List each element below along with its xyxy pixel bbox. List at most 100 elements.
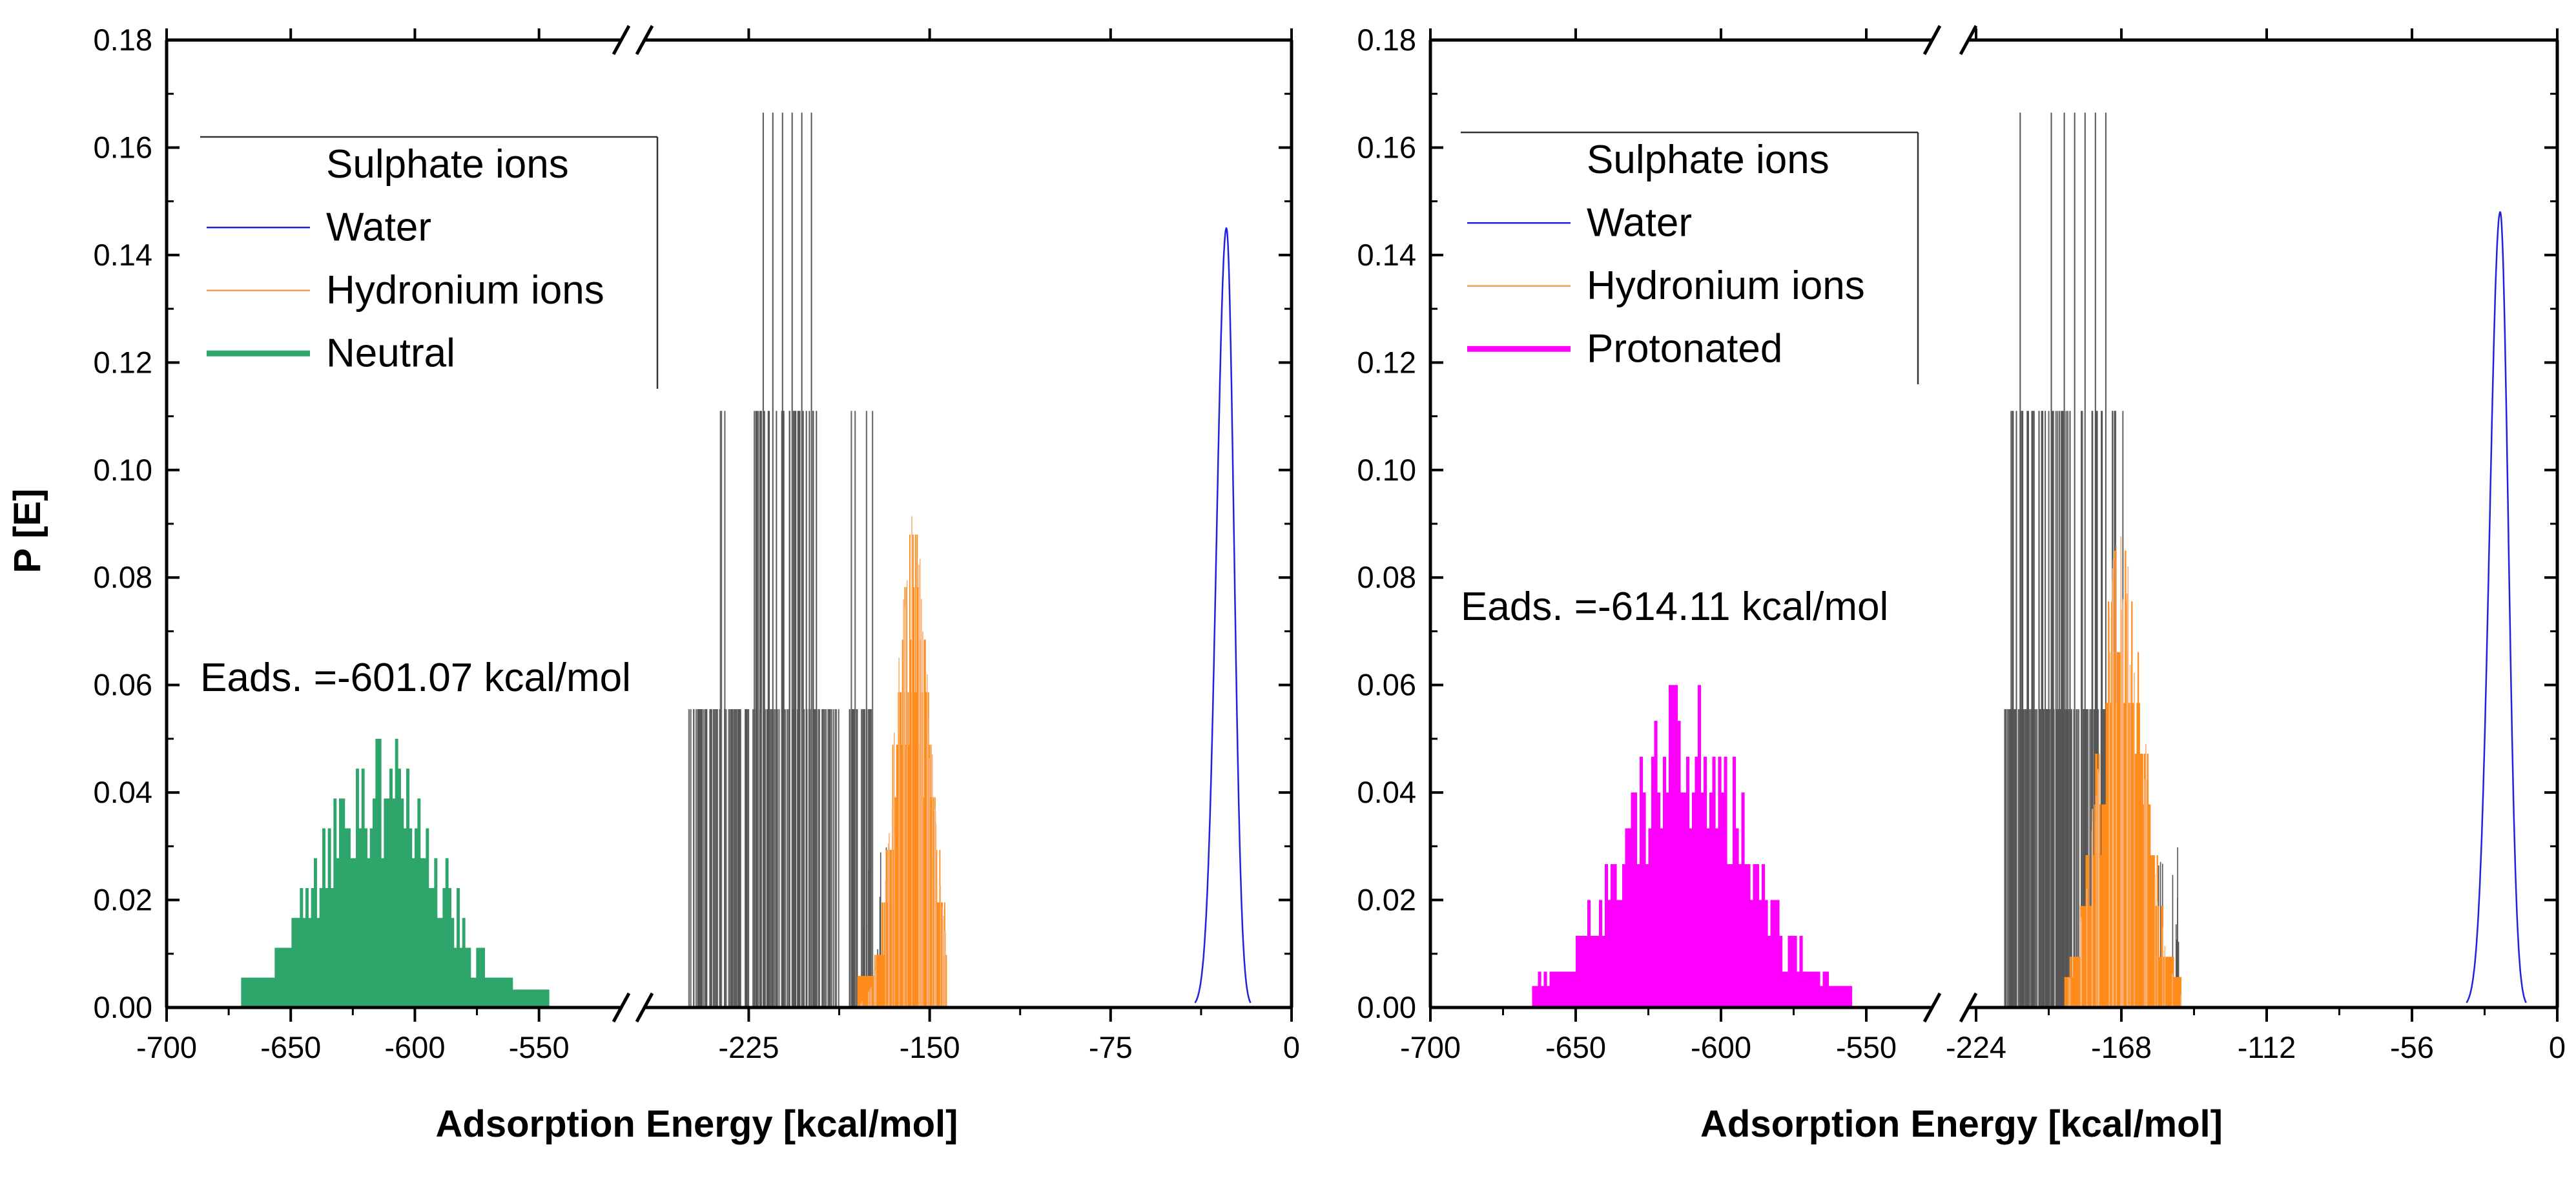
histogram-bar [1567,971,1571,1008]
histogram-bar [2141,754,2143,1008]
histogram-bar [1793,936,1797,1008]
histogram-bar [2094,804,2096,1008]
histogram-bar [434,858,438,1008]
histogram-bar [923,797,925,1008]
histogram-bar [331,888,334,1008]
axis-break-mark [635,992,654,1023]
histogram-bar [409,828,413,1008]
histogram-bar [535,989,539,1008]
histogram-bar [2087,855,2090,1008]
histogram-bar [493,977,497,1008]
histogram-bar [529,989,533,1008]
histogram-bar [308,918,312,1008]
histogram-bar [2148,804,2150,1008]
histogram-bar [1599,900,1603,1008]
histogram-bar [1625,828,1629,1008]
histogram-bar [431,888,435,1008]
histogram-bar [879,955,881,1008]
histogram-bar [2179,976,2181,1008]
histogram-bar [1764,900,1768,1008]
histogram-bar [2165,956,2167,1008]
histogram-bar [2117,652,2119,1008]
histogram-bar [2136,703,2138,1008]
histogram-bar [1611,864,1614,1008]
histogram-bar [2134,754,2136,1008]
x-tick-label: -56 [2390,1030,2434,1064]
histogram-bar [905,745,907,1008]
histogram-bar [415,828,418,1008]
histogram-bar [2174,976,2176,1008]
histogram-bar [1552,971,1556,1008]
histogram-bar [1733,756,1736,1008]
histogram-bar [1820,986,1824,1008]
histogram-bar [2090,905,2092,1008]
histogram-bar [1564,971,1568,1008]
histogram-bar [1744,864,1748,1008]
histogram-bar [451,918,455,1008]
histogram-bar [364,828,367,1008]
histogram-bar [2168,956,2170,1008]
histogram-bar [476,947,480,1008]
histogram-bar [1683,792,1687,1008]
histogram-bar [2130,703,2132,1008]
x-tick-label: -75 [1089,1030,1133,1064]
histogram-bar [897,745,898,1008]
histogram-bar [1636,864,1640,1008]
histogram-bar [311,888,314,1008]
histogram-bar [344,828,348,1008]
histogram-bar [1738,864,1742,1008]
histogram-bar [876,955,878,1008]
histogram-bar [1695,756,1698,1008]
histogram-bar [2138,703,2140,1008]
histogram-bar [898,692,900,1008]
histogram-bar [420,858,424,1008]
histogram-bar [1677,721,1681,1008]
histogram-bar [1651,756,1655,1008]
histogram-bar [2092,855,2095,1008]
histogram-bar [426,828,429,1008]
x-tick-label: -650 [260,1030,321,1064]
histogram-bar [2123,703,2125,1008]
histogram-bar [2166,956,2168,1008]
histogram-bar [2072,976,2074,1008]
histogram-bar [1578,936,1582,1008]
histogram-bar [2065,976,2067,1008]
histogram-bar [512,989,516,1008]
histogram-bar [2143,804,2145,1008]
histogram-bar [1797,971,1800,1008]
histogram-bar [398,769,401,1008]
histogram-bar [2077,956,2079,1008]
histogram-bar [269,977,273,1008]
histogram-bar [333,798,337,1008]
x-tick-label: -550 [509,1030,570,1064]
histogram-bar [2140,754,2143,1008]
x-tick-label: -225 [718,1030,779,1064]
histogram-bar [2135,754,2137,1008]
histogram-bar [1628,828,1632,1008]
histogram-bar [1741,792,1745,1008]
histogram-bar [520,989,524,1008]
y-tick-label: 0.08 [94,560,152,594]
histogram-bar [1735,828,1739,1008]
histogram-bar [931,797,933,1008]
histogram-bar [2169,956,2171,1008]
histogram-bar [889,849,891,1008]
histogram-bar [2149,804,2151,1008]
histogram-bar [1674,685,1678,1008]
histogram-bar [937,902,939,1008]
x-tick-label: -600 [1691,1030,1751,1064]
histogram-bar [294,918,298,1008]
x-tick-label: -650 [1545,1030,1606,1064]
histogram-bar [1814,971,1818,1008]
legend-label: Sulphate ions [326,142,569,187]
histogram-bar [1718,756,1722,1008]
histogram-bar [2100,855,2102,1008]
histogram-bar [1654,721,1658,1008]
histogram-bar [297,918,300,1008]
histogram-bar [2105,804,2107,1008]
x-tick-label: -150 [900,1030,960,1064]
histogram-bar [252,977,256,1008]
x-tick-label: -168 [2091,1030,2152,1064]
histogram-bar [909,534,911,1008]
